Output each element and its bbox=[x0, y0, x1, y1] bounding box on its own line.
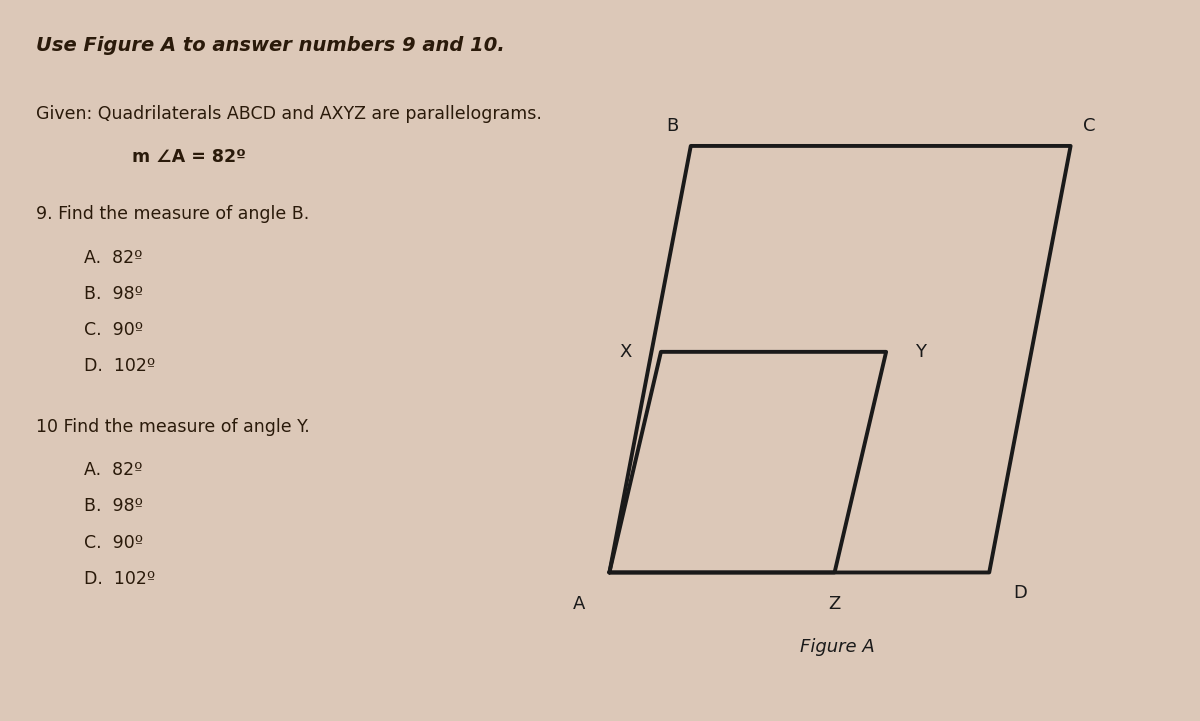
Text: Use Figure A to answer numbers 9 and 10.: Use Figure A to answer numbers 9 and 10. bbox=[36, 36, 505, 55]
Text: 10 Find the measure of angle Y.: 10 Find the measure of angle Y. bbox=[36, 418, 310, 436]
Text: A.  82º: A. 82º bbox=[84, 461, 143, 479]
Text: Z: Z bbox=[828, 595, 841, 613]
Text: C.  90º: C. 90º bbox=[84, 534, 143, 552]
Text: C: C bbox=[1082, 117, 1096, 135]
Text: B.  98º: B. 98º bbox=[84, 285, 143, 303]
Text: Given: Quadrilaterals ABCD and AXYZ are parallelograms.: Given: Quadrilaterals ABCD and AXYZ are … bbox=[36, 105, 542, 123]
Text: 9. Find the measure of angle B.: 9. Find the measure of angle B. bbox=[36, 205, 310, 224]
Text: A.  82º: A. 82º bbox=[84, 249, 143, 267]
Text: Figure A: Figure A bbox=[800, 638, 875, 656]
Text: C.  90º: C. 90º bbox=[84, 321, 143, 339]
Text: D.  102º: D. 102º bbox=[84, 570, 155, 588]
Text: A: A bbox=[572, 595, 584, 613]
Text: D: D bbox=[1014, 583, 1027, 601]
Text: m ∠A = 82º: m ∠A = 82º bbox=[84, 148, 246, 166]
Text: D.  102º: D. 102º bbox=[84, 357, 155, 375]
Text: Y: Y bbox=[916, 343, 926, 360]
Text: B.  98º: B. 98º bbox=[84, 497, 143, 516]
Text: B: B bbox=[666, 117, 678, 135]
Text: X: X bbox=[619, 343, 631, 360]
